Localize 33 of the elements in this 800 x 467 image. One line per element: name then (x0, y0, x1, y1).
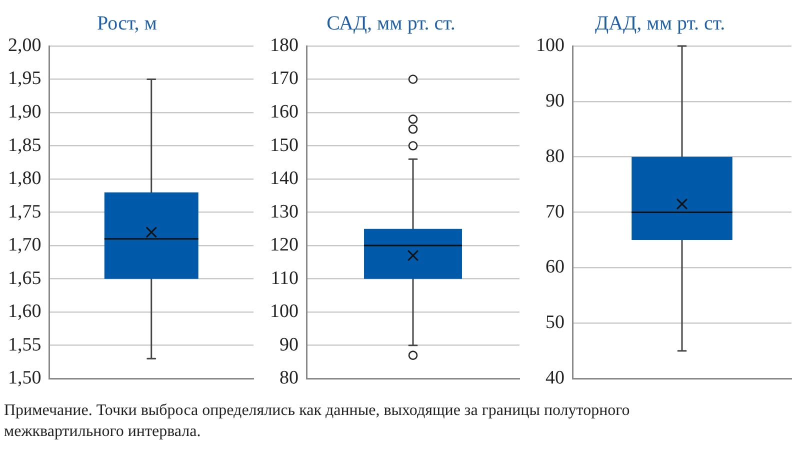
y-tick-label: 100 (270, 301, 298, 322)
y-tick-label: 80 (546, 146, 564, 167)
y-tick-label: 180 (270, 34, 298, 56)
y-tick-label: 1,85 (8, 134, 42, 156)
y-tick-label: 1,70 (8, 234, 42, 256)
y-tick-label: 60 (546, 256, 564, 278)
y-tick-label: 120 (270, 234, 298, 256)
y-tick-label: 160 (270, 102, 298, 123)
text: Примечание. Точки выброса определялись как данные, выходящие за границы полуторного межквартильного интервала. (4, 401, 631, 442)
y-tick-label: 90 (280, 334, 298, 356)
y-tick-label: 130 (270, 201, 298, 222)
y-tick-label: 1,90 (8, 102, 42, 123)
y-tick-label: 1,80 (8, 168, 42, 190)
y-tick-label: 1,65 (8, 268, 42, 289)
chart-title: Рост, м (97, 12, 158, 34)
y-tick-label: 1,55 (8, 334, 42, 356)
y-tick-label: 70 (546, 201, 564, 222)
y-tick-label: 170 (270, 68, 298, 90)
y-tick-label: 1,75 (8, 201, 42, 222)
y-tick-label: 150 (270, 134, 298, 156)
y-tick-label: 1,95 (8, 68, 42, 90)
y-tick-label: 50 (546, 312, 564, 334)
chart-title: ДАД, мм рт. ст. (594, 12, 726, 34)
y-tick-label: 1,50 (8, 368, 42, 389)
y-tick-label: 80 (280, 368, 298, 389)
y-tick-label: 140 (270, 168, 298, 190)
chart-title: САД, мм рт. ст. (326, 12, 456, 34)
y-tick-label: 2,00 (8, 34, 42, 56)
y-tick-label: 1,60 (8, 301, 42, 322)
y-tick-label: 90 (546, 90, 564, 112)
y-tick-label: 110 (270, 268, 298, 289)
y-tick-label: 40 (546, 368, 564, 389)
y-tick-label: 100 (536, 34, 564, 56)
